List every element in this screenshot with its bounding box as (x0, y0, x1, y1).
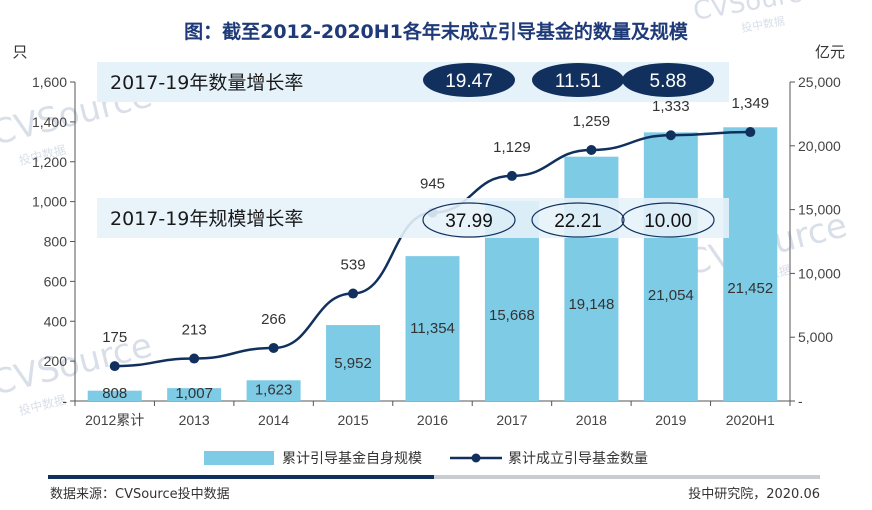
left-tick-label: 200 (44, 353, 68, 369)
footer-bar-dark (48, 475, 434, 479)
line-value-label: 539 (341, 257, 366, 274)
left-tick-label: 600 (44, 273, 68, 289)
bar-value-label: 15,668 (489, 307, 535, 324)
growth-banners: 2017-19年数量增长率 19.47 11.51 5.88 2017-19年规模增长率… (97, 62, 729, 238)
growth-pill-value: 22.21 (554, 211, 602, 232)
banner-label: 2017-19年数量增长率 (110, 72, 303, 94)
count-point (506, 170, 517, 181)
right-tick-label: 25,000 (798, 74, 841, 90)
bar-value-label: 1,007 (175, 385, 213, 402)
line-value-label: 945 (420, 176, 445, 193)
x-tick-label: 2012累计 (85, 412, 144, 428)
left-tick-label: - (62, 393, 67, 409)
bar-value-label: 21,054 (648, 287, 694, 304)
right-tick-label: 10,000 (798, 265, 841, 281)
growth-pill (531, 202, 625, 238)
count-point (268, 342, 279, 353)
growth-pill-value: 5.88 (650, 71, 687, 92)
growth-pill-value: 10.00 (644, 211, 692, 232)
bar-value-label: 11,354 (410, 320, 455, 337)
x-tick-label: 2015 (337, 412, 368, 428)
count-point (189, 353, 200, 364)
left-tick-label: 400 (44, 313, 68, 329)
line-value-label: 1,129 (493, 139, 531, 156)
data-labels: 808 1,007 1,623 5,952 11,354 15,668 19,148 21,0… (102, 95, 773, 402)
footer-publisher: 投中研究院，2020.06 (688, 486, 820, 502)
legend: 累计引导基金自身规模 累计成立引导基金数量 (204, 450, 648, 467)
x-tick-label: 2016 (417, 412, 448, 428)
footer-source: 数据来源：CVSource投中数据 (50, 486, 230, 502)
bar (564, 156, 619, 401)
count-point (745, 127, 756, 138)
bars (87, 127, 778, 402)
axes: - 200 400 600 800 1,000 1,200 1,400 1,600 - 5,000 1… (32, 74, 841, 428)
right-axis-unit: 亿元 (815, 43, 845, 61)
x-tick-label: 2018 (576, 412, 607, 428)
bar (246, 380, 301, 401)
x-tick-label: 2017 (496, 412, 527, 428)
banner-label: 2017-19年规模增长率 (110, 208, 303, 230)
line-value-label: 213 (182, 322, 207, 339)
left-tick-label: 1,400 (32, 114, 67, 130)
bar (723, 127, 778, 402)
left-tick-label: 1,200 (32, 154, 67, 170)
growth-pill (422, 202, 516, 238)
x-tick-label: 2019 (655, 412, 686, 428)
bar (87, 390, 142, 401)
count-point (586, 144, 597, 155)
left-tick-label: 1,600 (32, 74, 67, 90)
growth-pill-value: 19.47 (445, 71, 493, 92)
left-tick-label: 800 (44, 234, 68, 250)
growth-pill (622, 63, 714, 97)
right-tick-label: 20,000 (798, 138, 841, 154)
bar-value-label: 808 (102, 385, 127, 402)
legend-bar-swatch (204, 451, 274, 465)
growth-pill-value: 11.51 (555, 71, 601, 92)
count-point (348, 288, 359, 299)
right-tick-label: 5,000 (798, 329, 833, 345)
bar-value-label: 19,148 (568, 296, 614, 313)
x-tick-label: 2013 (179, 412, 210, 428)
legend-line-marker (471, 453, 481, 463)
line-value-label: 1,349 (732, 95, 770, 112)
left-axis-unit: 只 (12, 43, 27, 61)
x-tick-label: 2014 (258, 412, 289, 428)
line-value-label: 1,259 (573, 113, 611, 130)
bar (326, 325, 381, 401)
x-tick-label: 2020H1 (726, 412, 775, 428)
left-tick-label: 1,000 (32, 194, 67, 210)
bar-value-label: 1,623 (255, 381, 293, 398)
growth-pill (423, 63, 515, 97)
chart-title: 图：截至2012-2020H1各年末成立引导基金的数量及规模 (184, 20, 689, 43)
growth-pill (621, 202, 715, 238)
right-tick-label: - (798, 393, 803, 409)
line-value-label: 1,333 (652, 98, 690, 115)
legend-line-label: 累计成立引导基金数量 (508, 450, 648, 467)
legend-bar-label: 累计引导基金自身规模 (282, 450, 422, 467)
count-point (109, 361, 120, 372)
line-value-label: 175 (102, 329, 127, 346)
bar-value-label: 5,952 (334, 355, 372, 372)
footer-bar-light (434, 475, 820, 479)
count-point (665, 130, 676, 141)
growth-pill (532, 63, 624, 97)
bar (405, 256, 460, 401)
bar (167, 388, 222, 401)
line-value-label: 266 (261, 311, 286, 328)
bar (643, 132, 698, 402)
bar-value-label: 21,452 (727, 280, 773, 297)
right-tick-label: 15,000 (798, 202, 841, 218)
growth-pill-value: 37.99 (445, 211, 493, 232)
